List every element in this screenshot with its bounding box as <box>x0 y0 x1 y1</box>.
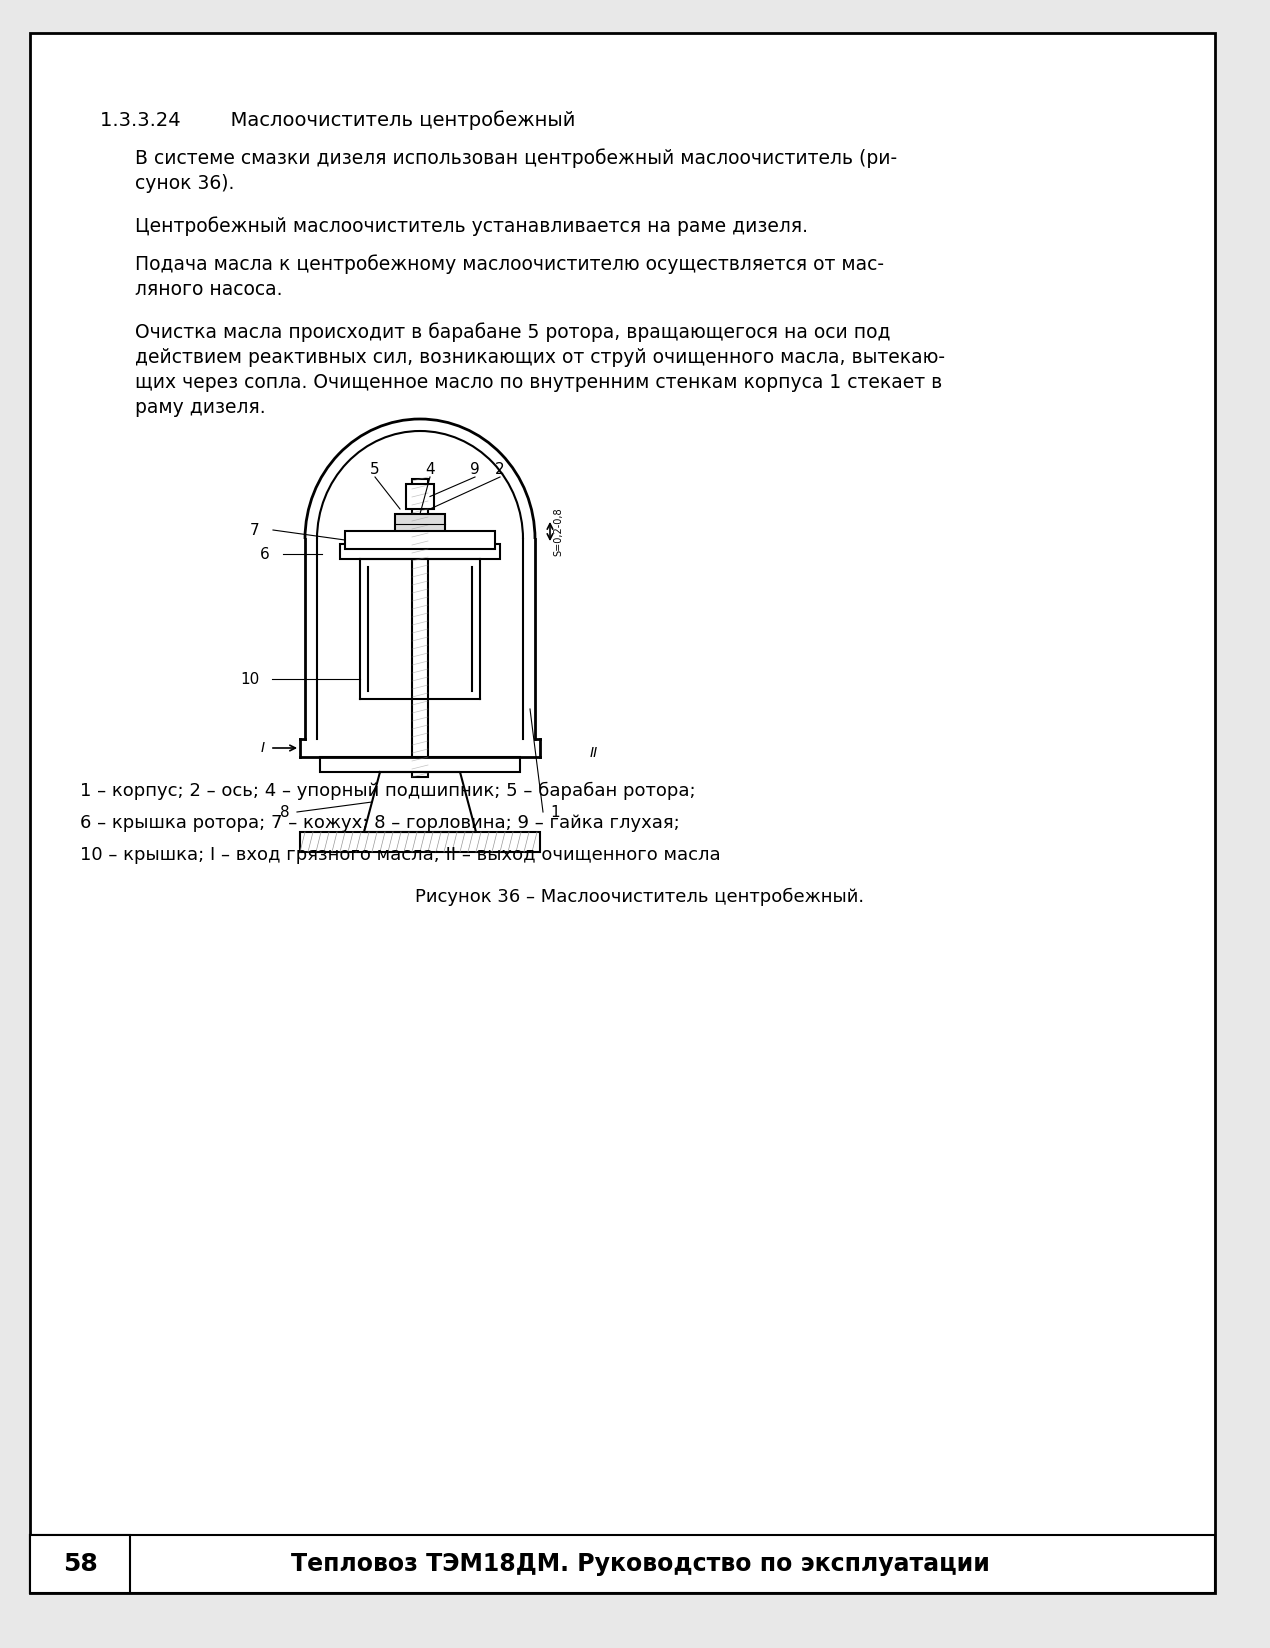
Text: 1.3.3.24        Маслоочиститель центробежный: 1.3.3.24 Маслоочиститель центробежный <box>100 110 575 130</box>
Bar <box>345 531 495 549</box>
Text: Рисунок 36 – Маслоочиститель центробежный.: Рисунок 36 – Маслоочиститель центробежны… <box>415 888 865 906</box>
Text: Очистка масла происходит в барабане 5 ротора, вращающегося на оси под
действием : Очистка масла происходит в барабане 5 ро… <box>135 321 945 417</box>
Text: В системе смазки дизеля использован центробежный маслоочиститель (ри-
сунок 36).: В системе смазки дизеля использован цент… <box>135 148 897 193</box>
Bar <box>406 485 434 509</box>
Bar <box>340 544 500 559</box>
Text: 9: 9 <box>470 461 480 476</box>
Text: 6 – крышка ротора; 7 – кожух; 8 – горловина; 9 – гайка глухая;: 6 – крышка ротора; 7 – кожух; 8 – горлов… <box>80 814 679 832</box>
Text: S=0,2-0,8: S=0,2-0,8 <box>552 508 563 555</box>
Bar <box>30 1534 130 1594</box>
Text: 1 – корпус; 2 – ось; 4 – упорный подшипник; 5 – барабан ротора;: 1 – корпус; 2 – ось; 4 – упорный подшипн… <box>80 783 696 801</box>
Text: 10: 10 <box>240 671 259 687</box>
Text: 7: 7 <box>250 522 260 537</box>
Text: 5: 5 <box>370 461 380 476</box>
Text: Подача масла к центробежному маслоочистителю осуществляется от мас-
ляного насос: Подача масла к центробежному маслоочисти… <box>135 254 884 298</box>
Text: 4: 4 <box>425 461 434 476</box>
Bar <box>300 832 540 852</box>
Text: Тепловоз ТЭМ18ДМ. Руководство по эксплуатации: Тепловоз ТЭМ18ДМ. Руководство по эксплуа… <box>291 1552 989 1575</box>
Bar <box>395 514 444 534</box>
Bar <box>320 756 519 771</box>
Bar <box>411 480 428 776</box>
Text: 1: 1 <box>550 804 560 819</box>
Text: 10 – крышка; I – вход грязного масла; II – выход очищенного масла: 10 – крышка; I – вход грязного масла; II… <box>80 845 720 864</box>
Text: 6: 6 <box>260 547 269 562</box>
Text: Центробежный маслоочиститель устанавливается на раме дизеля.: Центробежный маслоочиститель устанавлива… <box>135 216 808 236</box>
Text: I: I <box>260 742 265 755</box>
Text: 2: 2 <box>495 461 504 476</box>
Text: II: II <box>591 747 598 760</box>
Bar <box>30 1534 1215 1594</box>
Text: 8: 8 <box>281 804 290 819</box>
Text: 58: 58 <box>62 1552 98 1575</box>
